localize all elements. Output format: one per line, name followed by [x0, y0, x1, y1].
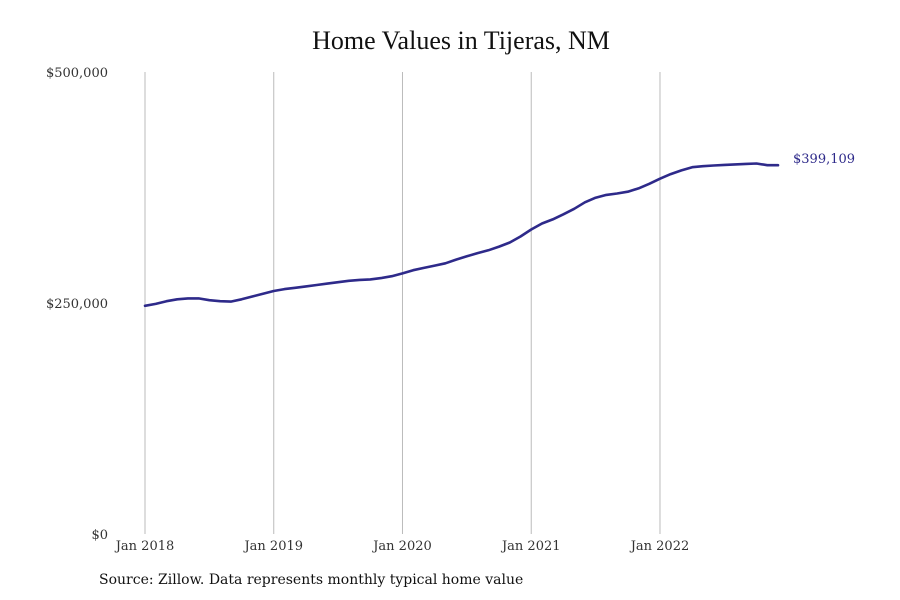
chart-title: Home Values in Tijeras, NM — [312, 26, 610, 55]
y-axis-tick-labels: $0 $250,000 $500,000 — [46, 66, 108, 543]
x-tick-label: Jan 2019 — [242, 539, 303, 554]
home-value-series-line — [143, 162, 780, 308]
x-tick-label: Jan 2020 — [371, 539, 432, 554]
source-note: Source: Zillow. Data represents monthly … — [99, 572, 524, 588]
last-value-label: $399,109 — [793, 152, 855, 167]
grid-lines — [144, 72, 661, 534]
x-tick-label: Jan 2022 — [629, 539, 690, 554]
x-axis-tick-labels: Jan 2018 Jan 2019 Jan 2020 Jan 2021 Jan 2022 — [114, 539, 690, 554]
x-tick-label: Jan 2021 — [500, 539, 561, 554]
y-tick-label: $0 — [91, 528, 108, 543]
y-tick-label: $250,000 — [46, 297, 108, 312]
x-tick-label: Jan 2018 — [114, 539, 175, 554]
y-tick-label: $500,000 — [46, 66, 108, 81]
